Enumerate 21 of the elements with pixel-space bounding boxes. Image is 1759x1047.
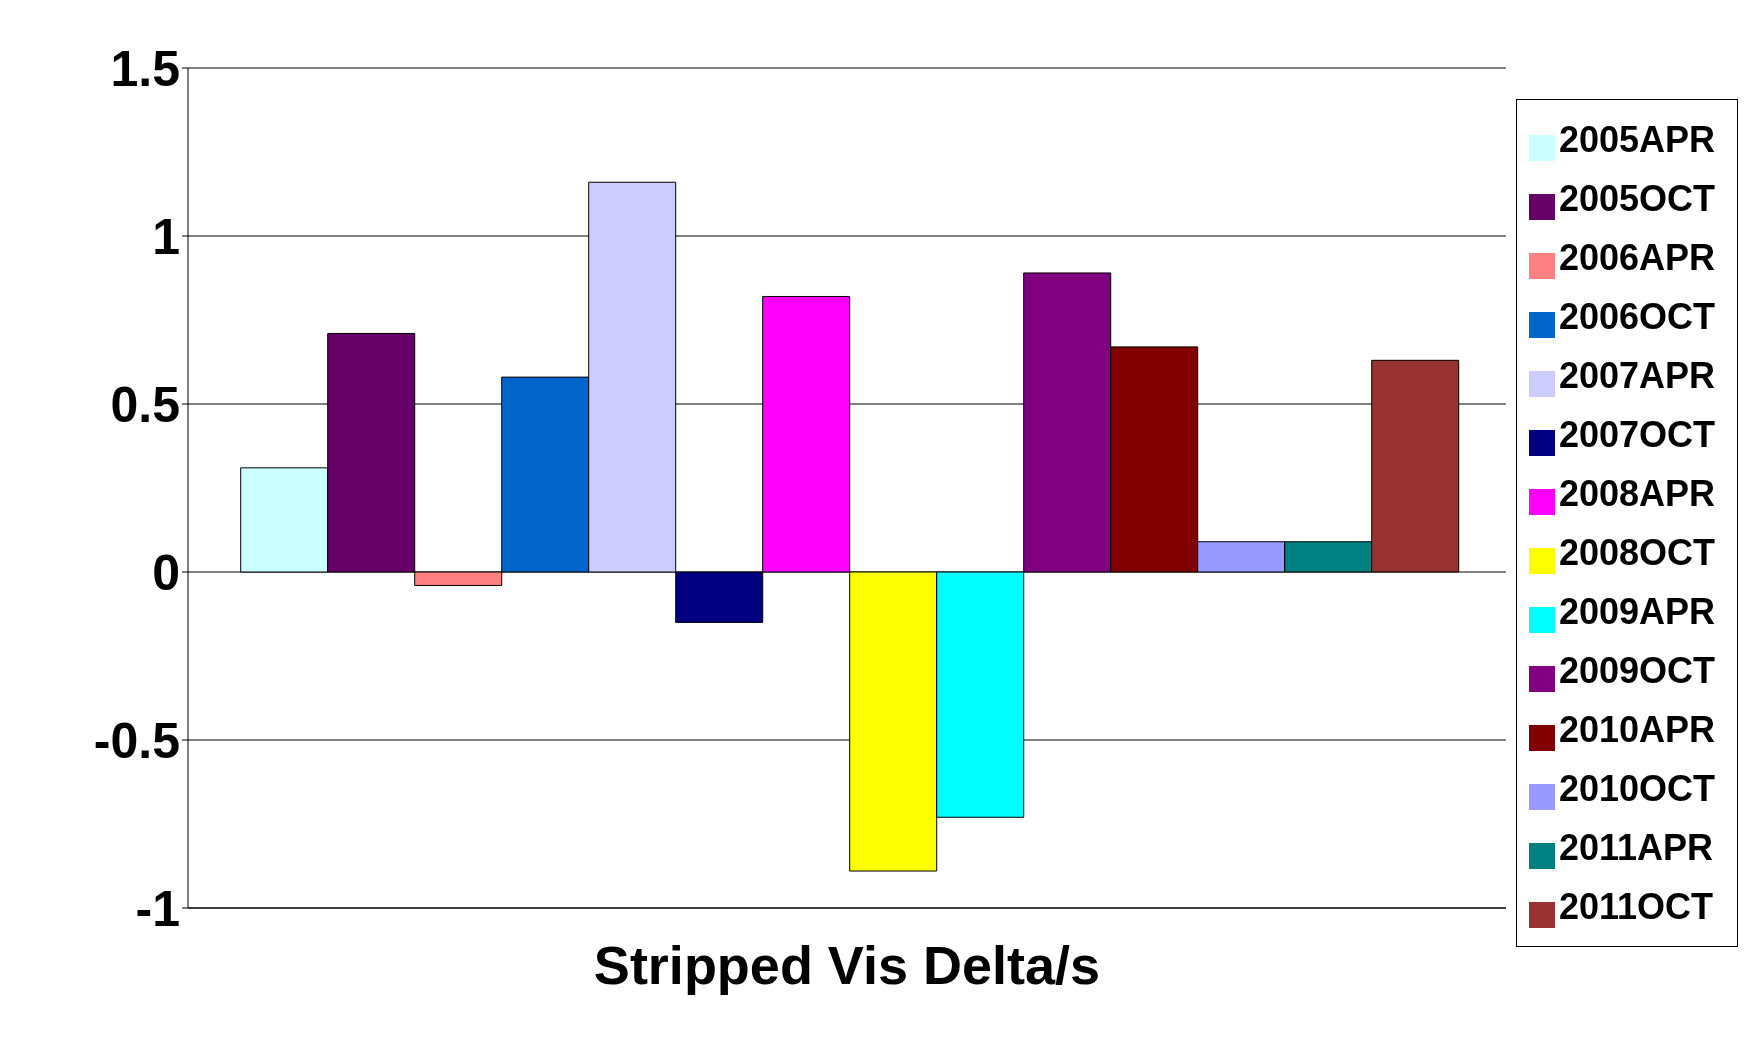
legend-label: 2006OCT (1558, 296, 1715, 337)
y-tick-label: 1.5 (110, 40, 180, 97)
legend-label: 2009OCT (1558, 650, 1715, 691)
legend-label: 2007OCT (1558, 414, 1715, 455)
legend-label: 2005OCT (1558, 178, 1715, 219)
legend-label: 2011OCT (1558, 886, 1713, 927)
legend-label: 2007APR (1558, 355, 1715, 396)
legend-label: 2010OCT (1558, 768, 1715, 809)
legend-label: 2009APR (1558, 591, 1715, 632)
x-tick-label: Stripped Vis Delta/s (593, 935, 1101, 996)
legend-label: 2011APR (1558, 827, 1714, 868)
legend-label: 2005APR (1558, 119, 1715, 160)
y-tick-label: 1 (152, 208, 180, 265)
legend-label: 2008APR (1558, 473, 1715, 514)
y-tick-label: -1 (135, 880, 180, 937)
y-tick-label: -0.5 (93, 712, 180, 769)
legend-label: 2006APR (1558, 237, 1715, 278)
legend-label: 2008OCT (1558, 532, 1715, 573)
y-tick-label: 0.5 (110, 376, 180, 433)
y-tick-label: 0 (152, 544, 180, 601)
legend-label: 2010APR (1558, 709, 1715, 750)
